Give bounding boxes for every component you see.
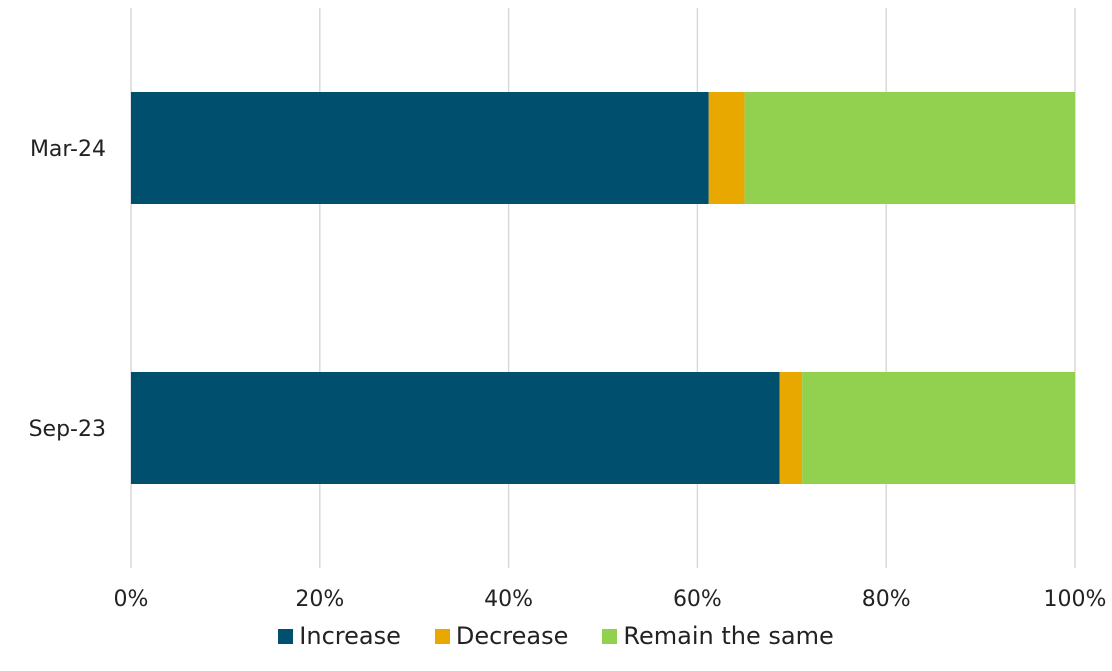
category-labels: Mar-24 Sep-23 — [29, 137, 106, 442]
legend-label: Remain the same — [623, 622, 834, 650]
legend-item: Decrease — [434, 622, 569, 650]
bar-segment-remain-the-same — [744, 92, 1075, 204]
bar-segment-remain-the-same — [802, 372, 1075, 484]
bar-segment-decrease — [708, 92, 745, 204]
legend-label: Increase — [299, 622, 401, 650]
category-label: Mar-24 — [30, 137, 106, 162]
stacked-bar-chart: 0% 20% 40% 60% 80% 100% Mar-24 Sep-23 — [29, 8, 1107, 610]
bar-segment-decrease — [779, 372, 803, 484]
legend-swatch — [434, 628, 450, 644]
bars — [131, 92, 1075, 484]
bar-segment-increase — [131, 92, 709, 204]
x-axis-ticks: 0% 20% 40% 60% 80% 100% — [114, 587, 1107, 610]
legend-item: Remain the same — [602, 622, 834, 650]
x-tick-label: 100% — [1044, 587, 1107, 610]
x-tick-label: 40% — [484, 587, 533, 610]
x-tick-label: 0% — [114, 587, 149, 610]
legend: Increase Decrease Remain the same — [0, 616, 1112, 656]
legend-swatch — [602, 628, 618, 644]
x-tick-label: 60% — [673, 587, 722, 610]
x-tick-label: 20% — [295, 587, 344, 610]
legend-label: Decrease — [455, 622, 569, 650]
bar-segment-increase — [131, 372, 780, 484]
legend-swatch — [278, 628, 294, 644]
x-tick-label: 80% — [862, 587, 911, 610]
category-label: Sep-23 — [29, 417, 106, 442]
legend-item: Increase — [278, 622, 401, 650]
